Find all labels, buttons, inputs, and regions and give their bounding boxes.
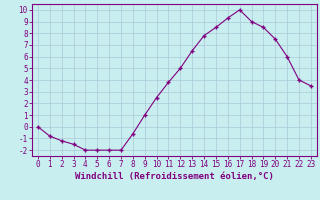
X-axis label: Windchill (Refroidissement éolien,°C): Windchill (Refroidissement éolien,°C) (75, 172, 274, 181)
